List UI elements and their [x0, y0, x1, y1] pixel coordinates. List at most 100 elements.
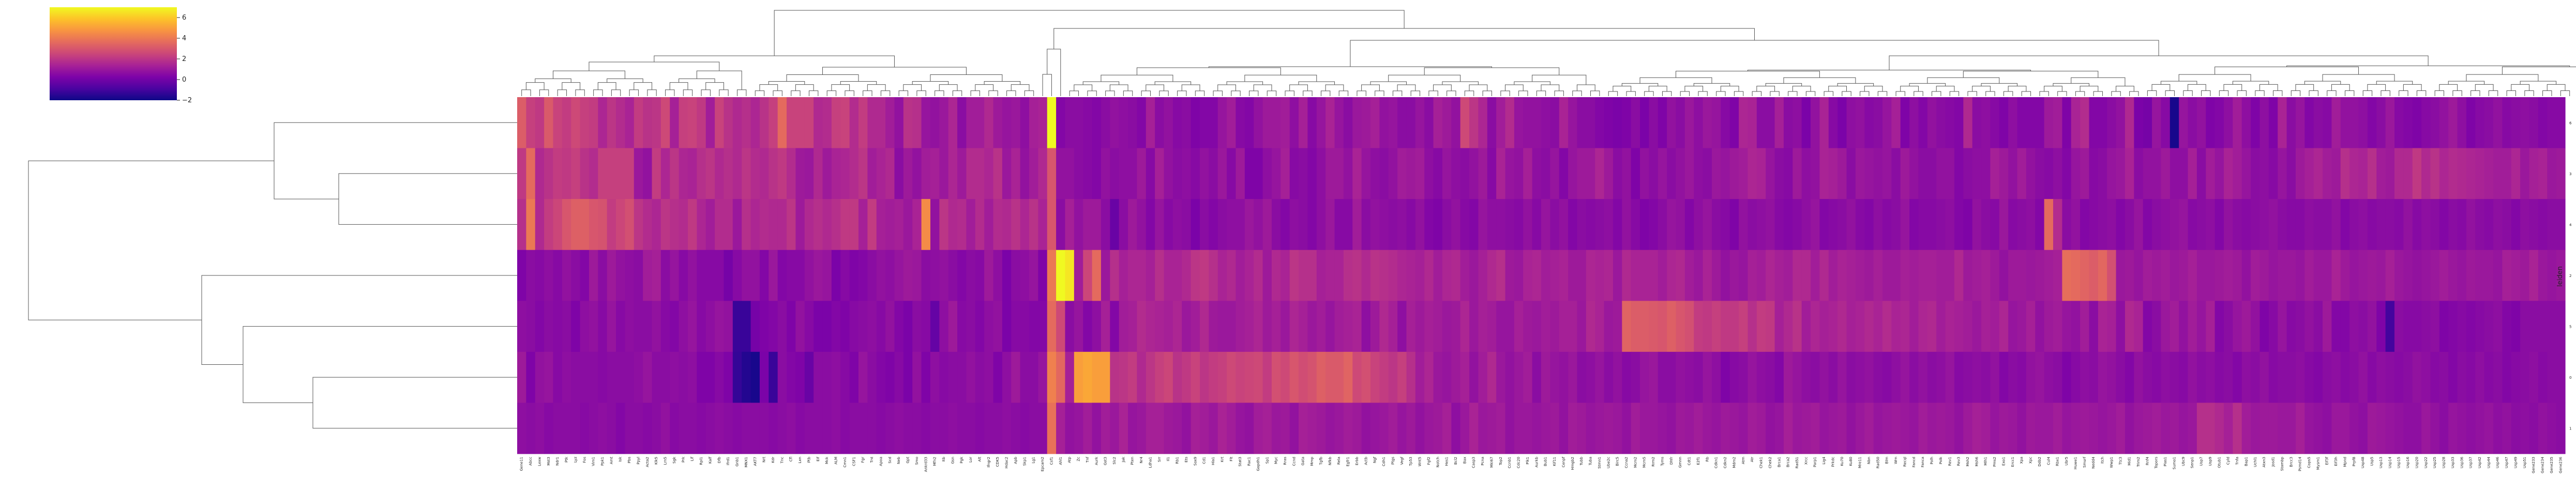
dendrogram-link: [2201, 90, 2211, 96]
heatmap-cell: [1801, 351, 1811, 404]
heatmap-cell: [2367, 351, 2377, 404]
heatmap-cell: [2233, 351, 2242, 404]
heatmap-cell: [2241, 403, 2251, 454]
column-tick-label: Polh: [1930, 457, 1934, 465]
column-tick-label: Egfr1: [1346, 457, 1350, 467]
heatmap-cell: [1568, 351, 1578, 404]
column-tick-label: Cops5: [2307, 457, 2311, 468]
heatmap-cell: [1047, 301, 1057, 352]
dendrogram-link: [791, 90, 801, 96]
heatmap-cell: [1774, 301, 1784, 352]
heatmap-cell: [1801, 148, 1811, 199]
column-tick-label: Fos: [582, 457, 586, 463]
heatmap-cell: [1891, 301, 1901, 352]
heatmap-cell: [1945, 199, 1955, 251]
heatmap-cell: [2385, 148, 2395, 199]
heatmap-cell: [2556, 301, 2566, 352]
column-tick-label: Atm: [1741, 457, 1745, 464]
heatmap-cell: [1065, 351, 1075, 404]
column-tick-label: Rad50: [1876, 457, 1880, 468]
heatmap-cell: [1209, 148, 1218, 199]
heatmap-cell: [607, 351, 616, 404]
heatmap-cell: [750, 301, 760, 352]
heatmap-cell: [1972, 97, 1982, 149]
dendrogram-link: [2502, 66, 2576, 75]
heatmap-cell: [2206, 351, 2216, 404]
column-tick-label: Prk: [681, 456, 685, 462]
column-tick-label: Wrn: [1894, 457, 1898, 464]
heatmap-cell: [1766, 250, 1775, 301]
heatmap-cell: [858, 250, 868, 301]
heatmap-cell: [858, 199, 868, 251]
heatmap-cell: [750, 199, 760, 251]
heatmap-cell: [562, 199, 571, 251]
heatmap-cell: [2340, 301, 2350, 352]
heatmap-cell: [1433, 403, 1443, 454]
heatmap-cell: [589, 199, 598, 251]
heatmap-cell: [1074, 97, 1083, 149]
heatmap-cell: [1047, 148, 1057, 199]
heatmap-cell: [1406, 250, 1416, 301]
heatmap-cell: [2304, 148, 2314, 199]
heatmap-cell: [643, 199, 653, 251]
heatmap-cell: [1172, 351, 1182, 404]
dendrogram-link: [2344, 90, 2355, 96]
column-tick-label: Nbn: [1867, 457, 1871, 464]
heatmap-cell: [553, 351, 563, 404]
heatmap-cell: [2556, 351, 2566, 404]
heatmap-cell: [2502, 148, 2512, 199]
column-tick-label: CSF1: [852, 457, 856, 466]
heatmap-cell: [1774, 199, 1784, 251]
heatmap-cell: [2179, 351, 2189, 404]
heatmap-cell: [2547, 301, 2557, 352]
heatmap-cell: [1684, 199, 1694, 251]
heatmap-cell: [1460, 97, 1470, 149]
heatmap-cell: [1128, 250, 1138, 301]
heatmap-cell: [1478, 97, 1488, 149]
heatmap-cell: [1307, 97, 1317, 149]
heatmap-cell: [715, 351, 725, 404]
heatmap-cell: [535, 97, 545, 149]
dendrogram-link: [2057, 91, 2067, 96]
heatmap-cell: [1541, 250, 1550, 301]
heatmap-cell: [2529, 403, 2539, 454]
heatmap-cell: [1101, 351, 1110, 404]
column-tick-label: Gene235: [2550, 457, 2554, 473]
heatmap-cell: [1020, 199, 1030, 251]
dendrogram-link: [1226, 81, 1263, 85]
column-tick-label: Usp13: [2379, 457, 2383, 468]
heatmap-cell: [1056, 148, 1066, 199]
heatmap-cell: [1209, 403, 1218, 454]
column-tick-label: Rb1: [1176, 457, 1180, 464]
heatmap-cell: [2251, 403, 2261, 454]
heatmap-cell: [1128, 403, 1138, 454]
dendrogram-link: [1141, 90, 1151, 96]
heatmap-cell: [1020, 301, 1030, 352]
heatmap-cell: [831, 148, 841, 199]
heatmap-cell: [822, 148, 832, 199]
heatmap-cell: [939, 351, 949, 404]
heatmap-cell: [1766, 403, 1775, 454]
heatmap-cell: [1756, 250, 1766, 301]
dendrogram-link: [826, 90, 837, 96]
heatmap-cell: [1056, 403, 1066, 454]
heatmap-cell: [715, 148, 725, 199]
heatmap-cell: [1487, 351, 1497, 404]
column-tick-label: Aurk: [1094, 456, 1098, 465]
column-tick-label: Ubr5: [2065, 457, 2069, 466]
heatmap-cell: [2179, 403, 2189, 454]
heatmap-cell: [705, 301, 715, 352]
heatmap-cell: [2403, 301, 2413, 352]
heatmap-cell: [1469, 403, 1479, 454]
heatmap-cell: [1505, 148, 1515, 199]
heatmap-cell: [2457, 250, 2467, 301]
heatmap-cell: [2008, 97, 2018, 149]
heatmap-cell: [2529, 351, 2539, 404]
column-tick-label: Gsn: [951, 457, 955, 464]
heatmap-cell: [1299, 301, 1308, 352]
heatmap-cell: [1676, 351, 1685, 404]
heatmap-cell: [544, 199, 554, 251]
heatmap-cell: [697, 148, 706, 199]
heatmap-cell: [607, 250, 616, 301]
heatmap-cell: [1487, 403, 1497, 454]
